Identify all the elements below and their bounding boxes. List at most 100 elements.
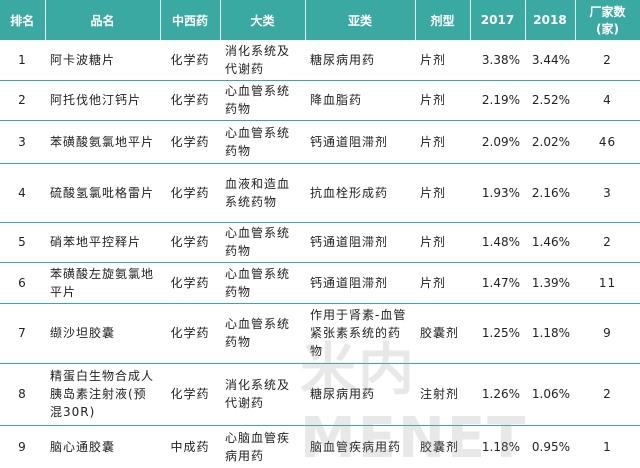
table-row: 6 苯磺酸左旋氨氯地平片 化学药 心血管系统药物 钙通道阻滞剂 片剂 1.47% 1.39% 1…: [0, 262, 640, 304]
table-cell: 2: [0, 80, 45, 121]
table-cell: 消化系统及代谢药: [220, 40, 305, 81]
table-cell: 苯磺酸氨氯地平片: [45, 120, 160, 164]
table-cell: 3: [575, 163, 640, 223]
table-cell: 硝苯地平控释片: [45, 222, 160, 263]
table-cell: 化学药: [160, 363, 220, 426]
table-cell: 2.19%: [470, 80, 525, 121]
table-cell: 片剂: [415, 80, 470, 121]
table-row: 3 苯磺酸氨氯地平片 化学药 心血管系统药物 钙通道阻滞剂 片剂 2.09% 2.02% 46: [0, 120, 640, 164]
header-row: 排名 品名 中西药 大类 亚类 剂型 2017 2018 厂家数(家): [0, 0, 640, 40]
header-cell: 剂型: [415, 0, 471, 40]
table-cell: 片剂: [415, 163, 470, 223]
header-cell: 大类: [220, 0, 306, 40]
table-cell: 1.26%: [470, 363, 525, 426]
table-cell: 7: [0, 303, 45, 364]
table-cell: 1.39%: [525, 262, 575, 304]
table-cell: 阿卡波糖片: [45, 40, 160, 81]
table-cell: 4: [0, 163, 45, 223]
table-cell: 2: [575, 363, 640, 426]
table-cell: 缬沙坦胶囊: [45, 303, 160, 364]
table-cell: 3.38%: [470, 40, 525, 81]
table-cell: 化学药: [160, 163, 220, 223]
table-cell: 化学药: [160, 222, 220, 263]
table-cell: 心血管系统药物: [220, 120, 305, 164]
table-row: 4 硫酸氢氯吡格雷片 化学药 血液和造血系统药物 抗血栓形成药 片剂 1.93% 2.16% 3: [0, 163, 640, 223]
table-cell: 心血管系统药物: [220, 222, 305, 263]
table-cell: 8: [0, 363, 45, 426]
table-row: 7 缬沙坦胶囊 化学药 心血管系统药物 作用于肾素-血管紧张素系统的药物 胶囊剂 1.25%…: [0, 303, 640, 364]
table-cell: 化学药: [160, 120, 220, 164]
table-cell: 心血管系统药物: [220, 303, 305, 364]
table-cell: 1.18%: [470, 425, 525, 468]
table-cell: 1.46%: [525, 222, 575, 263]
table-cell: 胶囊剂: [415, 303, 470, 364]
table-cell: 1: [0, 40, 45, 81]
table-cell: 片剂: [415, 262, 470, 304]
table-cell: 1.47%: [470, 262, 525, 304]
table-cell: 0.95%: [525, 425, 575, 468]
table-cell: 化学药: [160, 303, 220, 364]
table-cell: 1.18%: [525, 303, 575, 364]
table-row: 1 阿卡波糖片 化学药 消化系统及代谢药 糖尿病用药 片剂 3.38% 3.44% 2: [0, 40, 640, 81]
header-cell: 2017: [470, 0, 526, 40]
table-cell: 硫酸氢氯吡格雷片: [45, 163, 160, 223]
table-cell: 心血管系统药物: [220, 262, 305, 304]
table-cell: 2.02%: [525, 120, 575, 164]
table-cell: 片剂: [415, 120, 470, 164]
header-cell: 品名: [45, 0, 161, 40]
table-cell: 糖尿病用药: [305, 40, 415, 81]
table-cell: 2: [575, 40, 640, 81]
table-cell: 脑血管疾病用药: [305, 425, 415, 468]
table-cell: 中成药: [160, 425, 220, 468]
table-cell: 9: [575, 303, 640, 364]
table-cell: 11: [575, 262, 640, 304]
table-cell: 注射剂: [415, 363, 470, 426]
table-cell: 作用于肾素-血管紧张素系统的药物: [305, 303, 415, 364]
table-cell: 糖尿病用药: [305, 363, 415, 426]
table-cell: 阿托伐他汀钙片: [45, 80, 160, 121]
table-cell: 1.06%: [525, 363, 575, 426]
header-cell: 2018: [525, 0, 576, 40]
table-cell: 2: [575, 222, 640, 263]
table-cell: 1.25%: [470, 303, 525, 364]
header-cell: 排名: [0, 0, 46, 40]
table-cell: 化学药: [160, 80, 220, 121]
table-cell: 2.09%: [470, 120, 525, 164]
table-cell: 9: [0, 425, 45, 468]
table-cell: 3.44%: [525, 40, 575, 81]
table-cell: 胶囊剂: [415, 425, 470, 468]
table-row: 2 阿托伐他汀钙片 化学药 心血管系统药物 降血脂药 片剂 2.19% 2.52% 4: [0, 80, 640, 121]
table-cell: 2.16%: [525, 163, 575, 223]
table-cell: 6: [0, 262, 45, 304]
header-cell: 厂家数(家): [575, 0, 640, 40]
table-cell: 抗血栓形成药: [305, 163, 415, 223]
table-body: 1 阿卡波糖片 化学药 消化系统及代谢药 糖尿病用药 片剂 3.38% 3.44% 2 2 阿托伐他…: [0, 40, 640, 468]
table-cell: 精蛋白生物合成人胰岛素注射液(预混30R): [45, 363, 160, 426]
table-cell: 46: [575, 120, 640, 164]
table-cell: 血液和造血系统药物: [220, 163, 305, 223]
table-cell: 钙通道阻滞剂: [305, 120, 415, 164]
header-cell: 中西药: [160, 0, 221, 40]
table-cell: 3: [0, 120, 45, 164]
table-cell: 1: [575, 425, 640, 468]
table-row: 8 精蛋白生物合成人胰岛素注射液(预混30R) 化学药 消化系统及代谢药 糖尿病用药 注射…: [0, 363, 640, 426]
table-row: 9 脑心通胶囊 中成药 心脑血管疾病用药 脑血管疾病用药 胶囊剂 1.18% 0.95% 1: [0, 425, 640, 468]
table-cell: 钙通道阻滞剂: [305, 262, 415, 304]
table-cell: 1.93%: [470, 163, 525, 223]
table-cell: 心脑血管疾病用药: [220, 425, 305, 468]
table-cell: 消化系统及代谢药: [220, 363, 305, 426]
table-cell: 化学药: [160, 262, 220, 304]
table-cell: 5: [0, 222, 45, 263]
table-cell: 降血脂药: [305, 80, 415, 121]
table-cell: 1.48%: [470, 222, 525, 263]
table-cell: 2.52%: [525, 80, 575, 121]
table-cell: 4: [575, 80, 640, 121]
table-cell: 化学药: [160, 40, 220, 81]
table-cell: 片剂: [415, 222, 470, 263]
table-row: 5 硝苯地平控释片 化学药 心血管系统药物 钙通道阻滞剂 片剂 1.48% 1.46% 2: [0, 222, 640, 263]
table-cell: 片剂: [415, 40, 470, 81]
header-cell: 亚类: [305, 0, 416, 40]
table-cell: 苯磺酸左旋氨氯地平片: [45, 262, 160, 304]
